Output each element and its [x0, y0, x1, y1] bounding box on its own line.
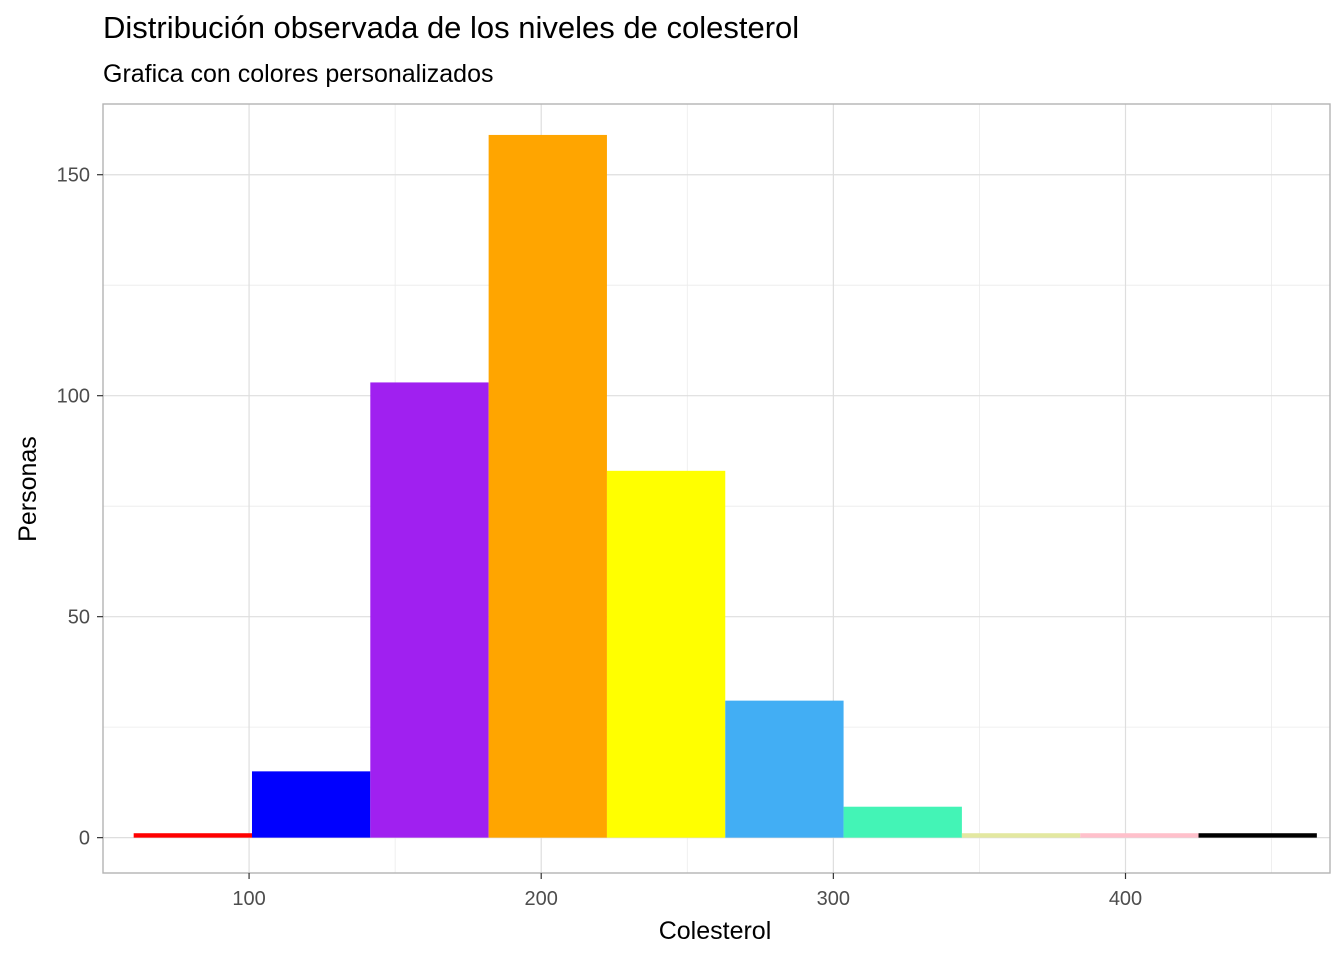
histogram-bar-9	[1080, 833, 1199, 838]
chart-title: Distribución observada de los niveles de…	[103, 10, 800, 45]
x-tick-label: 300	[817, 888, 850, 910]
y-axis-title: Personas	[14, 436, 42, 542]
x-axis-ticks: 100 200 300 400	[232, 873, 1142, 910]
histogram-bar-2	[251, 771, 371, 838]
y-tick-label: 50	[68, 607, 90, 629]
histogram-bar-8	[961, 833, 1081, 838]
x-tick-label: 400	[1109, 888, 1142, 910]
y-tick-label: 0	[79, 828, 90, 850]
histogram-bar-10	[1198, 833, 1317, 838]
histogram-bar-6	[725, 700, 844, 838]
histogram-bar-7	[843, 806, 962, 838]
panel-border	[102, 103, 1331, 874]
y-axis-ticks: 0 50 100 150	[57, 165, 103, 850]
histogram-bar-5	[606, 470, 726, 838]
chart-subtitle: Grafica con colores personalizados	[103, 60, 494, 88]
y-tick-label: 150	[57, 165, 90, 187]
x-tick-label: 200	[525, 888, 558, 910]
x-tick-label: 100	[232, 888, 265, 910]
x-axis-title: Colesterol	[659, 917, 772, 945]
histogram-bar-3	[370, 382, 489, 838]
histogram-bars	[133, 134, 1317, 838]
y-tick-label: 100	[57, 386, 90, 408]
histogram-bar-1	[133, 833, 252, 838]
histogram-bar-4	[488, 134, 607, 838]
